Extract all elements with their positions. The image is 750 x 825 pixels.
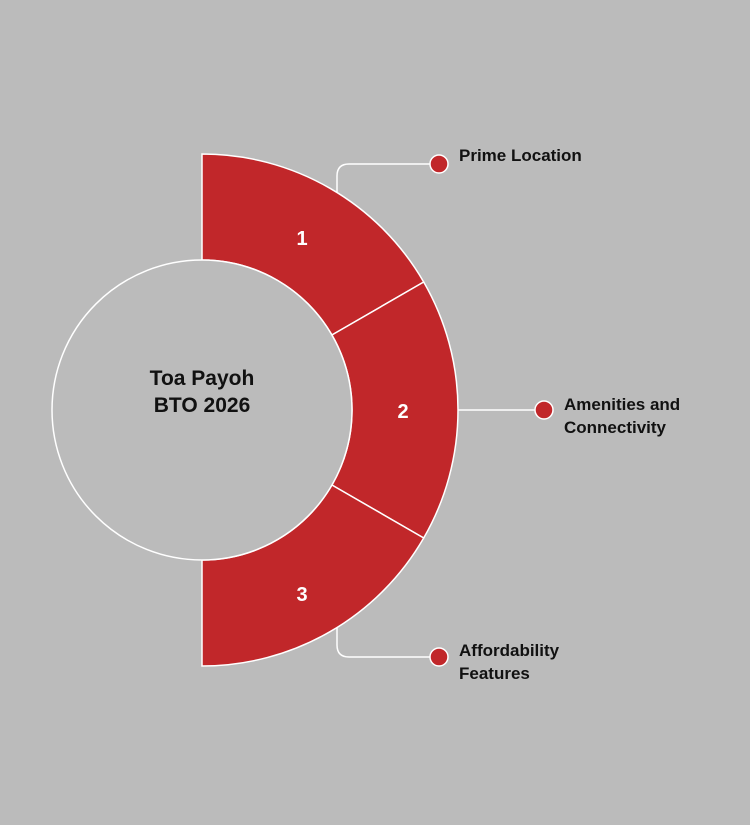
segment-number-3: 3 — [296, 584, 307, 606]
dot-2 — [534, 400, 554, 420]
label-amenities: Amenities and Connectivity — [564, 393, 680, 439]
center-title-line-2: BTO 2026 — [153, 394, 251, 417]
center-title: Toa Payoh BTO 2026 — [52, 365, 352, 419]
center-title-line-1: Toa Payoh — [149, 367, 255, 390]
label-amenities-line-2: Connectivity — [564, 418, 667, 437]
center-circle — [51, 259, 353, 561]
dot-1 — [429, 154, 449, 174]
segment-number-1: 1 — [296, 228, 307, 250]
label-amenities-line-1: Amenities and — [564, 395, 681, 414]
segment-number-2: 2 — [397, 401, 408, 423]
label-prime-location: Prime Location — [459, 146, 582, 165]
label-affordability: Affordability Features — [459, 639, 559, 685]
connector-1 — [336, 163, 439, 192]
label-affordability-line-2: Features — [459, 664, 530, 683]
dot-3 — [429, 647, 449, 667]
label-affordability-line-1: Affordability — [459, 641, 560, 660]
connector-3 — [336, 628, 439, 658]
